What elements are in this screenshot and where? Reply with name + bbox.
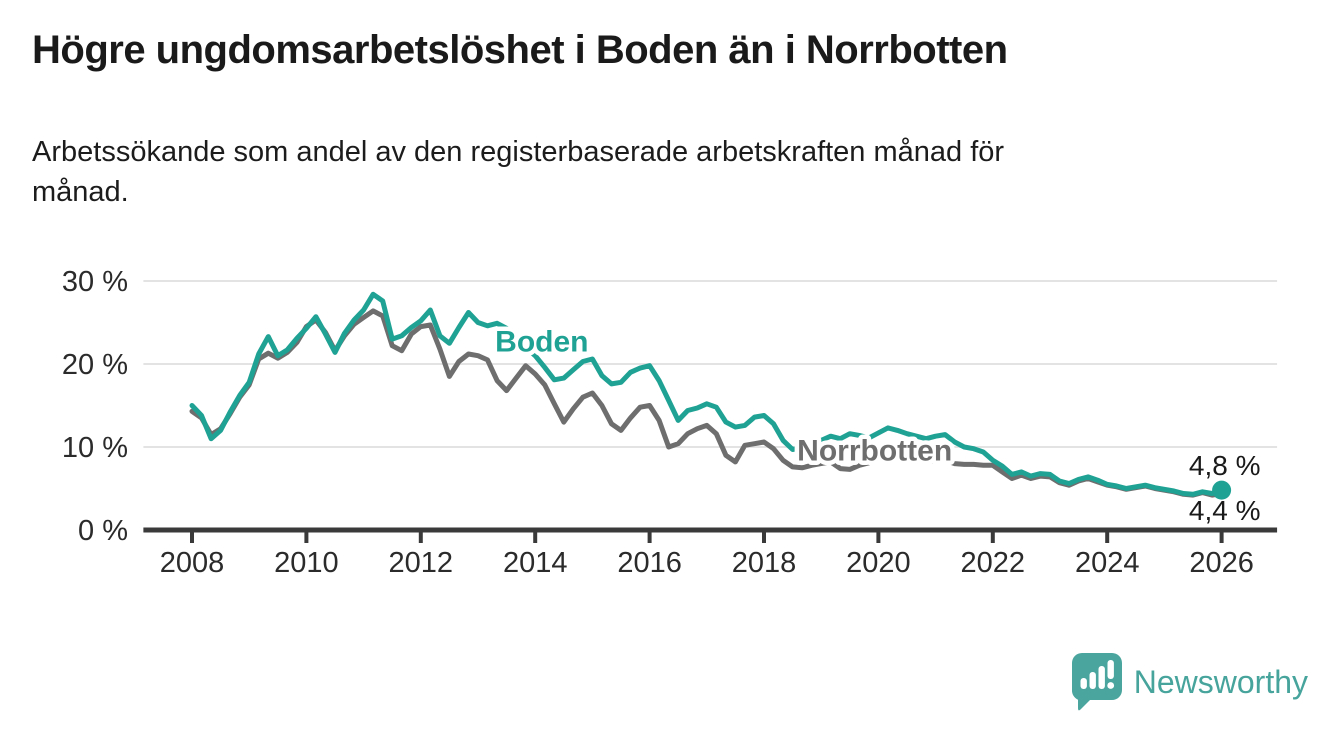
newsworthy-brand-text: Newsworthy	[1133, 663, 1308, 700]
x-tick-label: 2024	[1075, 547, 1140, 579]
logo-bar-tall	[1098, 666, 1105, 689]
norrbotten-end-value-label: 4,4 %	[1189, 495, 1261, 526]
page-subtitle: Arbetssökande som andel av den registerb…	[32, 136, 1005, 208]
x-tick-label: 2012	[389, 547, 454, 579]
y-tick-label: 30 %	[62, 266, 128, 298]
y-tick-label: 10 %	[62, 432, 128, 464]
logo-bubble-shape	[1071, 653, 1122, 711]
x-tick-label: 2010	[274, 547, 339, 579]
boden-series-label: Boden	[495, 326, 588, 359]
y-tick-label: 20 %	[62, 349, 128, 381]
logo-exclamation-dot	[1107, 682, 1114, 689]
x-tick-label: 2008	[160, 547, 225, 579]
x-tick-label: 2020	[846, 547, 911, 579]
norrbotten-series-label: Norrbotten	[797, 434, 952, 467]
boden-end-dot	[1212, 480, 1232, 500]
newsworthy-logo-icon	[1071, 653, 1122, 711]
x-tick-label: 2018	[732, 547, 797, 579]
y-tick-label: 0 %	[78, 515, 128, 547]
x-tick-label: 2026	[1189, 547, 1254, 579]
page-title: Högre ungdomsarbetslöshet i Boden än i N…	[32, 28, 1008, 72]
boden-line	[189, 291, 1225, 497]
logo-bar-small	[1080, 678, 1087, 689]
logo-exclamation-bar	[1107, 660, 1114, 679]
x-tick-label: 2016	[617, 547, 682, 579]
logo-bar-medium	[1089, 672, 1096, 689]
x-tick-label: 2014	[503, 547, 568, 579]
brand-footer: Newsworthy	[1070, 652, 1308, 712]
x-tick-label: 2022	[961, 547, 1026, 579]
boden-end-value-label: 4,8 %	[1189, 450, 1261, 481]
